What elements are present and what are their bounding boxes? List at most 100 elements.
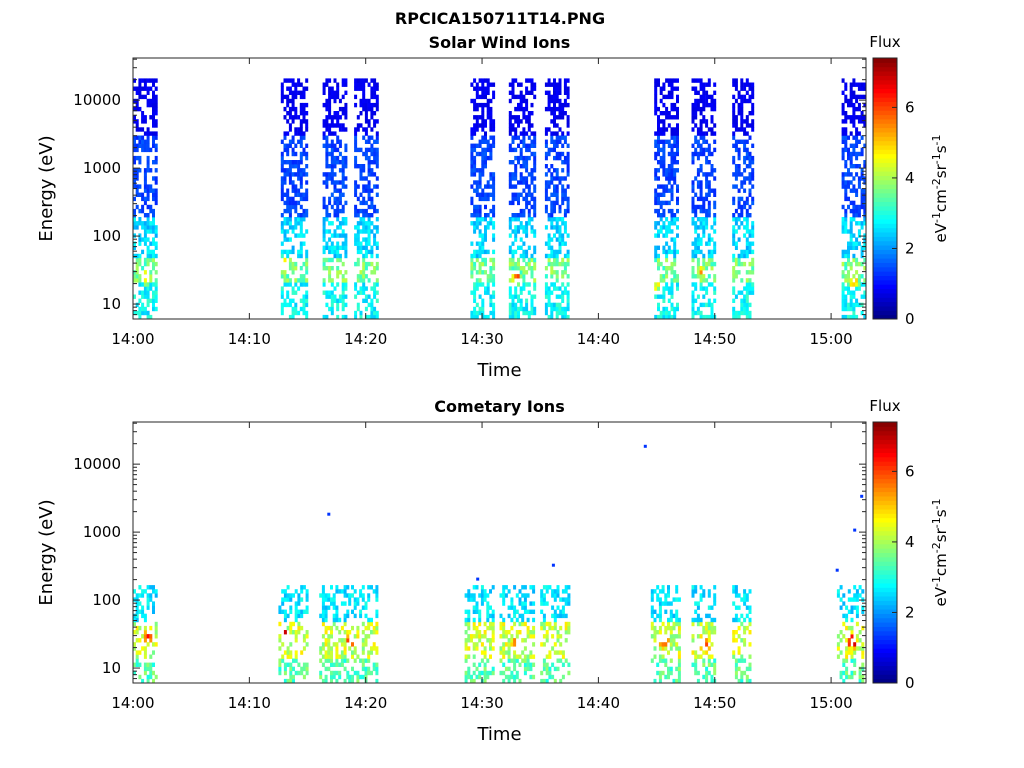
flux-cell xyxy=(283,630,287,635)
flux-cell xyxy=(550,225,554,230)
flux-cell xyxy=(321,613,325,619)
flux-cell xyxy=(847,589,851,594)
flux-cell xyxy=(367,597,371,602)
flux-cell xyxy=(375,678,379,684)
flux-cell xyxy=(508,82,512,87)
flux-cell xyxy=(302,213,306,218)
flux-cell xyxy=(670,221,674,226)
flux-cell xyxy=(526,609,530,614)
flux-cell xyxy=(743,638,747,643)
flux-cell xyxy=(841,127,845,132)
flux-cell xyxy=(486,78,490,83)
flux-cell xyxy=(702,196,706,202)
flux-cell xyxy=(470,151,474,157)
flux-cell xyxy=(707,147,711,153)
flux-cell xyxy=(324,625,328,631)
flux-cell xyxy=(691,621,695,627)
flux-cell xyxy=(517,225,520,230)
flux-cell xyxy=(470,98,474,104)
flux-cell xyxy=(322,249,326,255)
flux-cell xyxy=(518,621,522,627)
flux-cell xyxy=(691,270,695,275)
flux-cell xyxy=(299,274,303,279)
flux-cell xyxy=(470,678,473,684)
flux-cell xyxy=(659,310,663,316)
flux-cell xyxy=(555,123,559,128)
flux-cell xyxy=(280,164,284,169)
flux-cell xyxy=(841,286,845,291)
flux-cell xyxy=(322,135,326,140)
flux-cell xyxy=(745,674,749,680)
flux-cell xyxy=(654,249,658,255)
flux-cell xyxy=(152,249,155,255)
flux-cell xyxy=(149,274,153,279)
flux-cell xyxy=(519,131,523,136)
flux-cell xyxy=(558,241,562,246)
flux-cell xyxy=(748,245,752,250)
flux-cell xyxy=(478,102,482,108)
flux-cell xyxy=(699,192,703,197)
flux-cell xyxy=(515,670,519,676)
flux-cell xyxy=(492,143,496,148)
flux-cell xyxy=(667,180,671,185)
flux-cell xyxy=(525,282,529,287)
flux-cell xyxy=(138,143,142,148)
flux-cell xyxy=(370,646,373,651)
flux-cell xyxy=(141,302,145,308)
colorbar-segment xyxy=(873,66,897,72)
flux-cell xyxy=(555,143,559,148)
flux-cell xyxy=(740,86,744,91)
flux-cell xyxy=(558,106,562,112)
flux-cell xyxy=(146,86,150,91)
flux-cell xyxy=(321,654,325,659)
colorbar-segment xyxy=(873,136,897,142)
flux-cell xyxy=(530,123,534,128)
flux-cell xyxy=(657,127,660,132)
flux-cell xyxy=(667,82,671,87)
y-tick-label: 1000 xyxy=(83,523,121,541)
flux-cell xyxy=(135,204,139,210)
flux-cell xyxy=(662,172,666,177)
flux-cell xyxy=(667,625,670,631)
flux-cell xyxy=(375,666,379,672)
flux-cell xyxy=(478,94,482,100)
flux-cell xyxy=(713,601,717,606)
flux-cell xyxy=(325,143,329,148)
flux-cell xyxy=(743,589,747,594)
flux-cell xyxy=(737,196,741,202)
flux-cell xyxy=(291,172,295,177)
flux-cell xyxy=(556,666,560,672)
flux-cell xyxy=(670,172,674,177)
flux-cell xyxy=(133,310,136,316)
flux-cell xyxy=(133,617,136,623)
flux-cell xyxy=(359,593,363,598)
flux-cell xyxy=(847,286,850,291)
flux-cell xyxy=(492,119,496,124)
flux-cell xyxy=(364,613,368,619)
flux-cell xyxy=(547,286,551,291)
flux-cell xyxy=(288,98,292,104)
flux-cell xyxy=(863,221,867,226)
flux-cell xyxy=(699,188,703,193)
flux-cell xyxy=(650,589,654,594)
flux-cell xyxy=(325,217,329,222)
flux-cell xyxy=(650,634,654,639)
flux-cell xyxy=(653,678,657,684)
flux-cell xyxy=(553,678,557,684)
flux-cell xyxy=(710,115,714,120)
flux-cell xyxy=(280,290,284,295)
flux-cell xyxy=(486,155,490,161)
flux-cell xyxy=(333,90,337,95)
flux-cell xyxy=(670,102,674,108)
flux-cell xyxy=(841,147,845,153)
flux-cell xyxy=(143,630,147,635)
flux-cell xyxy=(321,634,325,639)
flux-cell xyxy=(665,176,669,181)
flux-cell xyxy=(467,654,471,659)
flux-cell xyxy=(283,609,287,614)
flux-cell xyxy=(348,674,352,680)
flux-cell xyxy=(475,188,479,193)
flux-cell xyxy=(297,286,301,291)
flux-cell xyxy=(362,164,366,169)
flux-cell xyxy=(852,274,856,279)
